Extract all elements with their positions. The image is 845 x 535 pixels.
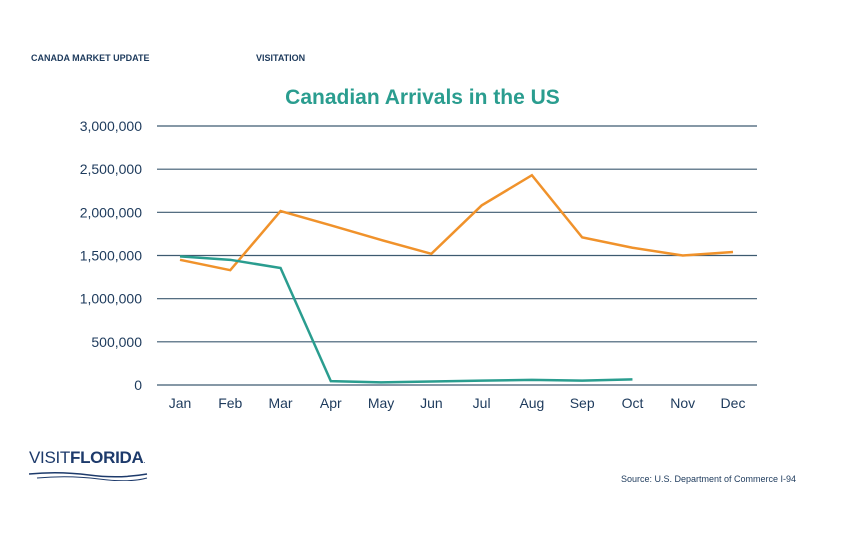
y-tick-label: 2,000,000 (80, 204, 142, 220)
x-tick-label: Dec (721, 395, 746, 411)
x-tick-label: Feb (218, 395, 242, 411)
x-tick-label: Mar (268, 395, 292, 411)
y-tick-label: 500,000 (91, 334, 142, 350)
y-tick-label: 1,000,000 (80, 291, 142, 307)
visit-florida-logo: VISITFLORIDA. (28, 448, 149, 486)
logo-mark: . (143, 456, 146, 465)
y-tick-label: 3,000,000 (80, 118, 142, 134)
x-tick-label: Jan (169, 395, 192, 411)
y-tick-label: 2,500,000 (80, 161, 142, 177)
x-tick-label: May (368, 395, 394, 411)
logo-text-bold: FLORIDA (70, 448, 144, 467)
logo-wave-icon (28, 471, 148, 482)
x-tick-label: Jul (473, 395, 491, 411)
header-section-label: CANADA MARKET UPDATE (31, 53, 150, 63)
y-tick-label: 1,500,000 (80, 248, 142, 264)
x-tick-label: Jun (420, 395, 443, 411)
x-tick-label: Aug (519, 395, 544, 411)
x-tick-label: Apr (320, 395, 342, 411)
header-topic-label: VISITATION (256, 53, 306, 63)
source-note: Source: U.S. Department of Commerce I-94 (621, 474, 797, 484)
x-tick-label: Oct (622, 395, 644, 411)
logo-text-light: VISIT (29, 448, 71, 467)
y-tick-label: 0 (134, 377, 142, 393)
chart-title: Canadian Arrivals in the US (285, 86, 560, 109)
series-line-0 (179, 173, 734, 272)
series-line-1 (179, 255, 633, 384)
x-tick-label: Sep (570, 395, 595, 411)
x-tick-label: Nov (670, 395, 695, 411)
